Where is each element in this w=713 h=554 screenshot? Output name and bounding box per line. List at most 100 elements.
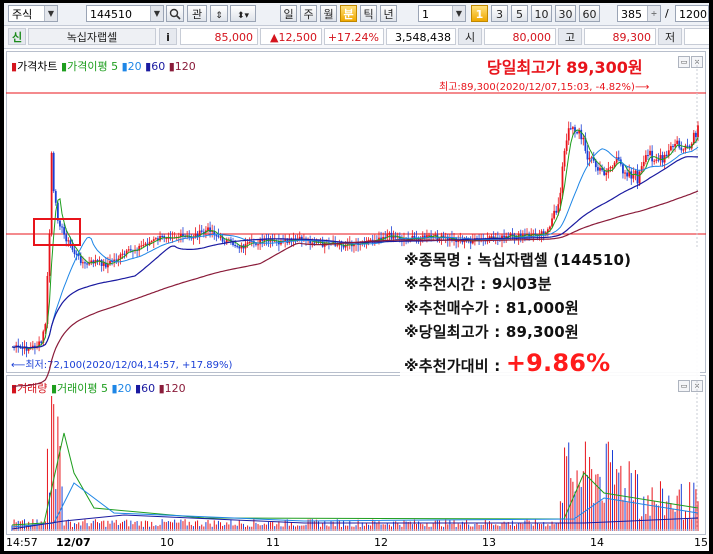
minute-10-button[interactable]: 10 bbox=[531, 5, 552, 22]
ma20-legend-marker: ▮ bbox=[121, 60, 128, 73]
stock-name: 녹십자랩셀 bbox=[28, 28, 156, 45]
ma60-value: 60 bbox=[151, 60, 166, 73]
trade-volume: 3,548,438 bbox=[386, 28, 456, 45]
ma5-value: 5 bbox=[111, 60, 119, 73]
nav-spin-button[interactable]: ⬍▾ bbox=[230, 5, 256, 22]
minute-5-button[interactable]: 5 bbox=[511, 5, 528, 22]
annotation-buy-price: ※추천매수가 : 81,000원 bbox=[404, 299, 579, 317]
market-value: 주식 bbox=[12, 8, 33, 21]
price-panel-title: 가격차트 bbox=[17, 60, 58, 73]
minute-60-button[interactable]: 60 bbox=[579, 5, 600, 22]
stock-code-value: 144510 bbox=[90, 8, 132, 21]
annotation-return: ※추천가대비 : +9.86% bbox=[404, 349, 610, 377]
low-label: 저 bbox=[658, 28, 682, 45]
minute-30-button[interactable]: 30 bbox=[555, 5, 576, 22]
spin-icon: ⇕ bbox=[215, 11, 223, 21]
chart-window: 주식 ▼ 144510 ▼ 관 ⇕ ⬍▾ 일 주 월 분 틱 년 1 ▼ 1 3 5 … bbox=[4, 3, 709, 551]
ma120-legend-marker: ▮ bbox=[168, 60, 175, 73]
total-count-input[interactable]: 1200 bbox=[675, 5, 709, 22]
vol-ma120-legend-marker: ▮ bbox=[158, 382, 165, 395]
open-price: 80,000 bbox=[484, 28, 556, 45]
count-value: 385 bbox=[621, 8, 642, 21]
ma20-value: 20 bbox=[127, 60, 142, 73]
ma-label: 가격이평 bbox=[67, 60, 108, 73]
search-button[interactable] bbox=[166, 5, 184, 22]
minute-1-button[interactable]: 1 bbox=[471, 5, 488, 22]
high-price: 89,300 bbox=[584, 28, 656, 45]
high-label: 고 bbox=[558, 28, 582, 45]
change-rate: +17.24% bbox=[324, 28, 384, 45]
updown-spin-button[interactable]: ⇕ bbox=[210, 5, 228, 22]
x-axis-tick-label: 12/07 bbox=[56, 536, 91, 549]
vol-ma20-value: 20 bbox=[117, 382, 132, 395]
volume-legend-marker: ▮ bbox=[11, 382, 18, 395]
price-change: ▲12,500 bbox=[260, 28, 322, 45]
credit-badge: 신 bbox=[8, 28, 26, 45]
annotation-return-value: +9.86% bbox=[505, 349, 611, 377]
interest-button[interactable]: 관 bbox=[187, 5, 207, 22]
x-axis-tick-label: 14 bbox=[590, 536, 604, 549]
vol-ma60-legend-marker: ▮ bbox=[135, 382, 142, 395]
quote-bar: 신 녹십자랩셀 i 85,000 ▲12,500 +17.24% 3,548,4… bbox=[4, 26, 709, 49]
tab-minute[interactable]: 분 bbox=[340, 5, 357, 22]
low-marker-text: 최저:72,100(2020/12/04,14:57, +17.89%) bbox=[25, 360, 233, 371]
x-axis-tick-label: 13 bbox=[482, 536, 496, 549]
day-high-headline: 당일최고가 89,300원 bbox=[487, 58, 643, 77]
vol-ma60-value: 60 bbox=[141, 382, 156, 395]
minute-3-button[interactable]: 3 bbox=[491, 5, 508, 22]
vol-ma20-legend-marker: ▮ bbox=[111, 382, 118, 395]
vol-ma120-value: 120 bbox=[164, 382, 186, 395]
price-legend: ▮가격차트 ▮가격이평 5 ▮20 ▮60 ▮120 bbox=[11, 58, 196, 74]
count-stepper[interactable]: 385 ÷ bbox=[617, 5, 661, 22]
x-axis-tick-label: 11 bbox=[266, 536, 280, 549]
search-icon bbox=[169, 8, 181, 20]
tab-day[interactable]: 일 bbox=[280, 5, 297, 22]
stepper-icon[interactable]: ÷ bbox=[647, 6, 660, 21]
high-marker-text: 최고:89,300(2020/12/07,15:03, -4.82%) bbox=[439, 82, 635, 93]
low-price bbox=[684, 28, 709, 45]
arrow-right-icon: ⟶ bbox=[634, 82, 650, 93]
stock-code-input[interactable]: 144510 ▼ bbox=[86, 5, 164, 22]
annotation-recommend-time: ※추천시간 : 9시03분 bbox=[404, 275, 552, 293]
chevron-down-icon[interactable]: ▼ bbox=[150, 6, 163, 21]
ma120-value: 120 bbox=[174, 60, 196, 73]
low-marker-label: ⟵최저:72,100(2020/12/04,14:57, +17.89%) bbox=[11, 356, 232, 371]
x-axis: 14:57 12/07 10 11 12 13 14 15 bbox=[4, 535, 709, 551]
vol-ma5-value: 5 bbox=[100, 382, 108, 395]
tab-year[interactable]: 년 bbox=[380, 5, 397, 22]
period-select[interactable]: 1 ▼ bbox=[418, 5, 466, 22]
info-button[interactable]: i bbox=[159, 28, 177, 45]
tab-month[interactable]: 월 bbox=[320, 5, 337, 22]
x-axis-tick-label: 14:57 bbox=[6, 536, 38, 549]
market-select[interactable]: 주식 ▼ bbox=[8, 5, 58, 22]
panel-minimize-icon[interactable]: ▭ bbox=[678, 56, 690, 68]
panel-close-icon[interactable]: × bbox=[691, 56, 703, 68]
current-price: 85,000 bbox=[180, 28, 258, 45]
ma60-legend-marker: ▮ bbox=[145, 60, 152, 73]
ma5-legend-marker: ▮ bbox=[61, 60, 68, 73]
price-legend-marker: ▮ bbox=[11, 60, 18, 73]
open-label: 시 bbox=[458, 28, 482, 45]
chevron-down-icon[interactable]: ▼ bbox=[44, 6, 57, 21]
vol-ma5-legend-marker: ▮ bbox=[50, 382, 57, 395]
arrow-left-icon: ⟵ bbox=[11, 360, 26, 371]
annotation-return-label: ※추천가대비 : bbox=[404, 357, 506, 375]
vol-ma-label: 거래이평 bbox=[57, 382, 98, 395]
annotation-day-high: ※당일최고가 : 89,300원 bbox=[404, 323, 579, 341]
volume-panel-title: 거래량 bbox=[17, 382, 48, 395]
toolbar: 주식 ▼ 144510 ▼ 관 ⇕ ⬍▾ 일 주 월 분 틱 년 1 ▼ 1 3 5 … bbox=[4, 3, 709, 26]
tab-week[interactable]: 주 bbox=[300, 5, 317, 22]
count-separator: / bbox=[665, 7, 669, 20]
high-marker-label: 최고:89,300(2020/12/07,15:03, -4.82%)⟶ bbox=[439, 78, 649, 93]
volume-panel-close-icon[interactable]: × bbox=[691, 380, 703, 392]
volume-chart-panel[interactable]: ▮거래량 ▮거래이평 5 ▮20 ▮60 ▮120 ▭ × bbox=[6, 375, 706, 535]
volume-panel-minimize-icon[interactable]: ▭ bbox=[678, 380, 690, 392]
x-axis-tick-label: 12 bbox=[374, 536, 388, 549]
period-value: 1 bbox=[422, 8, 429, 21]
volume-legend: ▮거래량 ▮거래이평 5 ▮20 ▮60 ▮120 bbox=[11, 380, 186, 396]
x-axis-tick-label: 15 bbox=[694, 536, 708, 549]
tab-tick[interactable]: 틱 bbox=[360, 5, 377, 22]
chevron-down-icon[interactable]: ▼ bbox=[452, 6, 465, 21]
x-axis-tick-label: 10 bbox=[160, 536, 174, 549]
annotation-stock-name: ※종목명 : 녹십자랩셀 (144510) bbox=[404, 251, 632, 269]
